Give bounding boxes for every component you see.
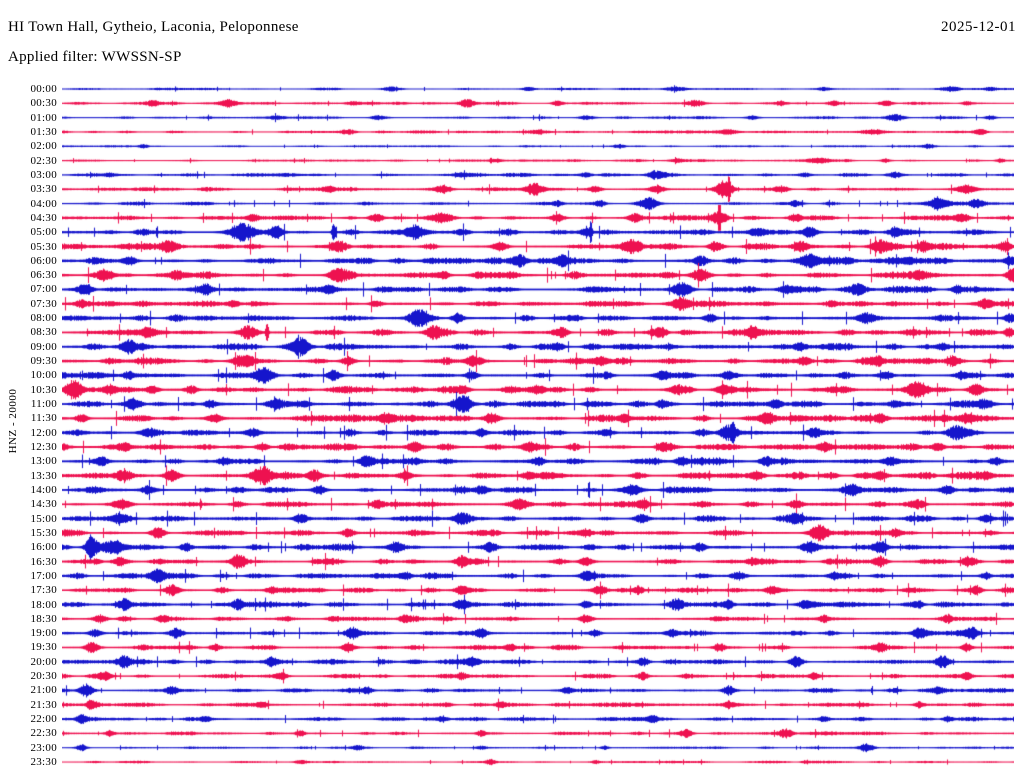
time-label: 14:30 (30, 498, 57, 511)
time-label: 04:00 (30, 197, 57, 210)
time-label: 03:30 (30, 183, 57, 196)
time-label: 12:00 (30, 426, 57, 439)
time-label: 14:00 (30, 483, 57, 496)
time-label: 07:00 (30, 283, 57, 296)
time-label: 05:30 (30, 240, 57, 253)
time-label: 00:30 (30, 97, 57, 110)
time-label: 01:30 (30, 125, 57, 138)
time-label: 18:30 (30, 612, 57, 625)
station-title: HI Town Hall, Gytheio, Laconia, Peloponn… (8, 19, 299, 35)
time-label: 21:00 (30, 684, 57, 697)
time-label: 13:30 (30, 469, 57, 482)
record-date: 2025-12-01 (941, 19, 1016, 35)
time-label: 10:30 (30, 383, 57, 396)
time-label: 18:00 (30, 598, 57, 611)
time-label: 20:00 (30, 655, 57, 668)
time-label: 08:30 (30, 326, 57, 339)
time-label: 09:00 (30, 340, 57, 353)
time-label: 03:00 (30, 168, 57, 181)
time-label: 02:00 (30, 140, 57, 153)
time-label: 10:00 (30, 369, 57, 382)
time-label: 15:30 (30, 526, 57, 539)
time-label: 13:00 (30, 455, 57, 468)
time-label: 15:00 (30, 512, 57, 525)
time-label: 22:00 (30, 713, 57, 726)
time-label: 02:30 (30, 154, 57, 167)
time-label: 17:30 (30, 584, 57, 597)
time-label: 21:30 (30, 698, 57, 711)
time-label: 04:30 (30, 211, 57, 224)
time-label: 17:00 (30, 569, 57, 582)
time-label: 09:30 (30, 355, 57, 368)
time-label: 11:30 (30, 412, 57, 425)
time-label: 00:00 (30, 83, 57, 95)
time-label: 01:00 (30, 111, 57, 124)
seismogram-traces (62, 76, 1014, 776)
time-label: 19:30 (30, 641, 57, 654)
time-label: 06:00 (30, 254, 57, 267)
time-label: 07:30 (30, 297, 57, 310)
time-label: 16:30 (30, 555, 57, 568)
time-label: 19:00 (30, 627, 57, 640)
time-label: 11:00 (30, 398, 57, 411)
time-label: 06:30 (30, 269, 57, 282)
time-label: 22:30 (30, 727, 57, 740)
time-label: 16:00 (30, 541, 57, 554)
time-label: 12:30 (30, 441, 57, 453)
applied-filter-label: Applied filter: WWSSN-SP (8, 49, 182, 65)
time-label: 05:00 (30, 226, 57, 239)
time-label: 08:00 (30, 312, 57, 325)
time-axis: 00:00 00:30 01:00 01:30 02:00 02:30 03:00 03:30… (0, 0, 57, 780)
time-label: 23:00 (30, 741, 57, 754)
time-label: 23:30 (30, 756, 57, 769)
time-label: 20:30 (30, 670, 57, 683)
